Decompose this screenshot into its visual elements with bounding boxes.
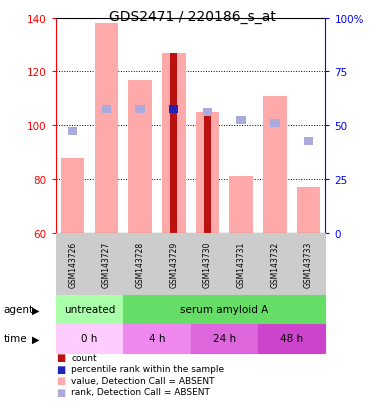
Bar (61, 158, 84, 233)
Text: untreated: untreated (64, 305, 115, 315)
Text: GSM143733: GSM143733 (304, 241, 313, 287)
Text: GSM143726: GSM143726 (68, 241, 77, 287)
Bar (162, 54, 186, 233)
Bar (95, 24, 118, 233)
Text: 48 h: 48 h (280, 334, 303, 344)
Bar (263, 97, 286, 233)
Text: GSM143729: GSM143729 (169, 241, 178, 287)
Bar (196, 113, 219, 233)
Text: GSM143731: GSM143731 (237, 241, 246, 287)
Text: ■: ■ (56, 352, 65, 362)
Text: ■: ■ (56, 387, 65, 397)
Bar (304, 138, 313, 146)
Text: GSM143727: GSM143727 (102, 241, 111, 287)
Bar (169, 106, 178, 114)
Text: time: time (4, 334, 27, 344)
Text: ■: ■ (56, 375, 65, 385)
Bar (128, 80, 152, 233)
Text: GSM143730: GSM143730 (203, 241, 212, 287)
Text: GDS2471 / 220186_s_at: GDS2471 / 220186_s_at (109, 10, 276, 24)
Text: ■: ■ (56, 364, 65, 374)
Text: agent: agent (4, 305, 34, 315)
Text: rank, Detection Call = ABSENT: rank, Detection Call = ABSENT (71, 387, 210, 396)
Text: 24 h: 24 h (213, 334, 236, 344)
Bar (297, 188, 320, 233)
Bar (236, 116, 246, 125)
Text: serum amyloid A: serum amyloid A (180, 305, 268, 315)
Text: ▶: ▶ (32, 334, 40, 344)
Bar (203, 109, 212, 116)
Bar (136, 106, 145, 114)
Bar (270, 119, 280, 127)
Bar (102, 106, 111, 114)
Text: GSM143732: GSM143732 (270, 241, 279, 287)
Text: 4 h: 4 h (149, 334, 165, 344)
Bar (68, 127, 77, 135)
Text: count: count (71, 353, 97, 362)
Text: ▶: ▶ (32, 305, 40, 315)
Text: percentile rank within the sample: percentile rank within the sample (71, 364, 224, 373)
Text: GSM143728: GSM143728 (136, 241, 144, 287)
Bar (229, 177, 253, 233)
Bar (170, 54, 177, 233)
Bar (204, 113, 211, 233)
Text: value, Detection Call = ABSENT: value, Detection Call = ABSENT (71, 376, 215, 385)
Text: 0 h: 0 h (81, 334, 98, 344)
